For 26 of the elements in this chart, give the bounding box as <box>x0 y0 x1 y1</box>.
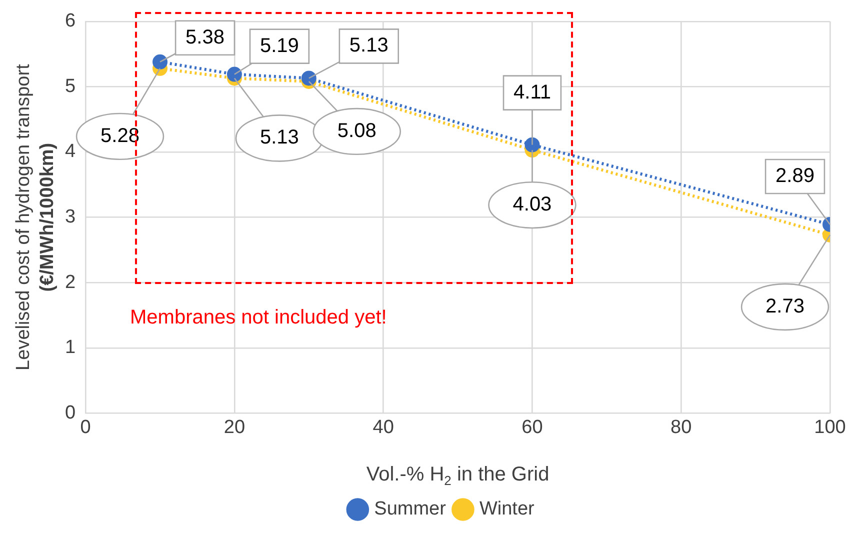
y-tick-label: 0 <box>64 402 76 424</box>
x-tick-label: 100 <box>814 416 846 438</box>
x-tick-label: 20 <box>224 416 246 438</box>
y-tick-label: 4 <box>64 141 76 162</box>
data-label: 4.03 <box>512 194 552 216</box>
annotation: Membranes not included yet! <box>130 306 387 329</box>
data-label: 4.11 <box>514 81 551 104</box>
x-tick-label: 0 <box>80 416 91 438</box>
y-tick-label: 2 <box>64 272 76 293</box>
data-label: 5.13 <box>260 126 299 149</box>
y-axis-title: Levelised cost of hydrogen transport (€/MWh/1000km) <box>13 63 58 370</box>
y-tick-label: 3 <box>64 206 76 228</box>
legend-label: Winter <box>479 498 536 520</box>
data-label: 5.08 <box>337 120 376 142</box>
legend-label: Summer <box>374 498 447 520</box>
x-tick-label: 40 <box>372 416 394 438</box>
x-tick-label: 80 <box>670 416 692 438</box>
x-tick-label: 60 <box>522 416 543 438</box>
y-tick-label: 5 <box>64 76 76 97</box>
data-label: 5.19 <box>260 34 299 57</box>
data-label: 2.89 <box>776 165 814 187</box>
y-tick-label: 1 <box>64 337 76 358</box>
data-label: 2.73 <box>766 295 804 318</box>
y-tick-label: 6 <box>64 10 76 32</box>
data-label: 5.38 <box>186 26 224 48</box>
data-label: 5.13 <box>349 34 388 57</box>
